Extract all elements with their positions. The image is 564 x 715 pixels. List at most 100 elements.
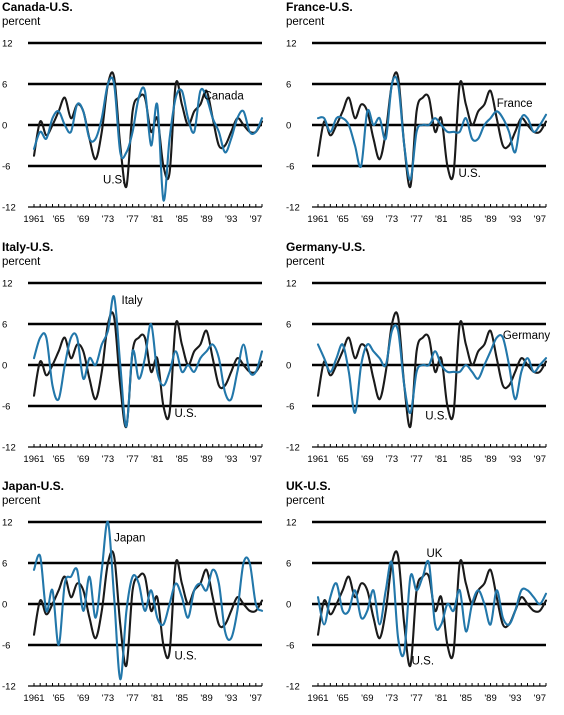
y-tick-label: 12 bbox=[286, 39, 297, 50]
chart-plot: 12 6 0 -6 -12 1961 '65 '69 '73 '77 '81 '85 '89 '93 '97… bbox=[286, 39, 548, 225]
chart-plot: 12 6 0 -6 -12 1961 '65 '69 '73 '77 '81 '85 '89 '93 '97… bbox=[2, 518, 264, 704]
y-tick-label: 0 bbox=[286, 600, 291, 611]
x-tick-label: '97 bbox=[250, 214, 262, 225]
x-tick-label: '69 bbox=[77, 693, 89, 704]
chart-panel: Canada-U.S. percent 12 6 0 -6 -12 1961 '65 '69 '73… bbox=[0, 0, 270, 236]
x-tick-label: '97 bbox=[534, 214, 546, 225]
y-axis-label: percent bbox=[2, 16, 41, 28]
x-tick-label: '65 bbox=[336, 214, 348, 225]
y-tick-label: 6 bbox=[2, 320, 7, 331]
x-tick-label: '73 bbox=[386, 693, 398, 704]
series-label: U.S. bbox=[103, 175, 125, 187]
x-tick-label: '89 bbox=[200, 454, 212, 465]
x-tick-label: '69 bbox=[361, 693, 373, 704]
x-tick-label: '89 bbox=[200, 693, 212, 704]
series-label: U.S. bbox=[174, 650, 196, 662]
x-tick-label: '77 bbox=[126, 454, 138, 465]
x-tick-label: '89 bbox=[484, 454, 496, 465]
x-tick-label: '93 bbox=[509, 693, 521, 704]
y-tick-label: -12 bbox=[2, 682, 16, 693]
series-label: U.S. bbox=[412, 656, 434, 668]
x-tick-label: '93 bbox=[509, 214, 521, 225]
y-tick-label: -12 bbox=[286, 443, 300, 454]
x-tick-label: '85 bbox=[460, 693, 472, 704]
y-tick-label: 12 bbox=[2, 39, 13, 50]
y-tick-label: 0 bbox=[2, 361, 7, 372]
series-label: UK bbox=[426, 548, 442, 560]
x-tick-label: '77 bbox=[410, 454, 422, 465]
x-tick-label: '73 bbox=[386, 454, 398, 465]
y-tick-label: -6 bbox=[286, 641, 294, 652]
x-tick-label: '73 bbox=[102, 214, 114, 225]
x-tick-label: '69 bbox=[77, 454, 89, 465]
y-tick-label: -12 bbox=[2, 203, 16, 214]
chart-plot: 12 6 0 -6 -12 1961 '65 '69 '73 '77 '81 '85 '89 '93 '97… bbox=[286, 518, 548, 704]
y-tick-label: 6 bbox=[2, 559, 7, 570]
series-line bbox=[316, 75, 548, 181]
chart-panel: Japan-U.S. percent 12 6 0 -6 -12 1961 '65 '69 '73 '… bbox=[0, 479, 270, 715]
x-tick-label: '69 bbox=[77, 214, 89, 225]
y-tick-label: -6 bbox=[286, 162, 294, 173]
y-tick-label: 6 bbox=[286, 80, 291, 91]
y-tick-label: -12 bbox=[286, 682, 300, 693]
series-line bbox=[32, 520, 264, 681]
y-tick-label: 0 bbox=[286, 361, 291, 372]
x-tick-label: 1961 bbox=[307, 214, 328, 225]
x-tick-label: '77 bbox=[126, 693, 138, 704]
x-tick-label: '85 bbox=[460, 454, 472, 465]
y-tick-label: -6 bbox=[2, 641, 10, 652]
x-tick-label: '81 bbox=[435, 214, 447, 225]
x-tick-label: '89 bbox=[484, 693, 496, 704]
x-tick-label: '89 bbox=[200, 214, 212, 225]
series-label: Japan bbox=[114, 533, 145, 545]
y-tick-label: 12 bbox=[286, 518, 297, 529]
y-tick-label: 12 bbox=[2, 279, 13, 290]
series-line bbox=[32, 550, 264, 668]
x-tick-label: '77 bbox=[126, 214, 138, 225]
x-tick-label: '65 bbox=[52, 214, 64, 225]
x-tick-label: '85 bbox=[176, 454, 188, 465]
series-line bbox=[316, 324, 548, 414]
chart-title: Italy-U.S. bbox=[2, 240, 54, 254]
chart-plot: 12 6 0 -6 -12 1961 '65 '69 '73 '77 '81 '85 '89 '93 '97… bbox=[2, 39, 264, 225]
x-tick-label: '65 bbox=[52, 693, 64, 704]
y-tick-label: -12 bbox=[2, 443, 16, 454]
x-tick-label: '77 bbox=[410, 214, 422, 225]
chart-panel: UK-U.S. percent 12 6 0 -6 -12 1961 '65 '69 '73 '77 '… bbox=[284, 479, 554, 715]
chart-title: France-U.S. bbox=[286, 0, 353, 14]
x-tick-label: 1961 bbox=[23, 214, 44, 225]
x-tick-label: '81 bbox=[435, 693, 447, 704]
y-tick-label: 6 bbox=[286, 320, 291, 331]
x-tick-label: '97 bbox=[250, 454, 262, 465]
y-tick-label: 6 bbox=[2, 80, 7, 91]
x-tick-label: '85 bbox=[176, 693, 188, 704]
x-tick-label: '93 bbox=[225, 693, 237, 704]
x-tick-label: 1961 bbox=[307, 693, 328, 704]
y-axis-label: percent bbox=[2, 495, 41, 507]
x-tick-label: '93 bbox=[509, 454, 521, 465]
x-tick-label: '81 bbox=[151, 214, 163, 225]
x-tick-label: '97 bbox=[534, 454, 546, 465]
y-tick-label: -12 bbox=[286, 203, 300, 214]
series-label: France bbox=[497, 98, 533, 110]
y-tick-label: 0 bbox=[2, 600, 7, 611]
series-line bbox=[32, 76, 264, 202]
x-tick-label: '77 bbox=[410, 693, 422, 704]
chart-plot: 12 6 0 -6 -12 1961 '65 '69 '73 '77 '81 '85 '89 '93 '97… bbox=[2, 279, 264, 465]
x-tick-label: 1961 bbox=[307, 454, 328, 465]
y-axis-label: percent bbox=[2, 256, 41, 268]
series-label: Italy bbox=[122, 295, 143, 307]
chart-panel: Germany-U.S. percent 12 6 0 -6 -12 1961 '65 '69 '7… bbox=[284, 240, 554, 476]
x-tick-label: '65 bbox=[52, 454, 64, 465]
series-label: Germany bbox=[503, 330, 551, 342]
x-tick-label: '89 bbox=[484, 214, 496, 225]
y-axis-label: percent bbox=[286, 256, 325, 268]
y-tick-label: 0 bbox=[286, 121, 291, 132]
series-line bbox=[32, 311, 264, 429]
x-tick-label: '73 bbox=[102, 454, 114, 465]
chart-panel: Italy-U.S. percent 12 6 0 -6 -12 1961 '65 '69 '73 '… bbox=[0, 240, 270, 476]
y-tick-label: -6 bbox=[2, 162, 10, 173]
x-tick-label: '73 bbox=[386, 214, 398, 225]
chart-title: Japan-U.S. bbox=[2, 479, 65, 493]
